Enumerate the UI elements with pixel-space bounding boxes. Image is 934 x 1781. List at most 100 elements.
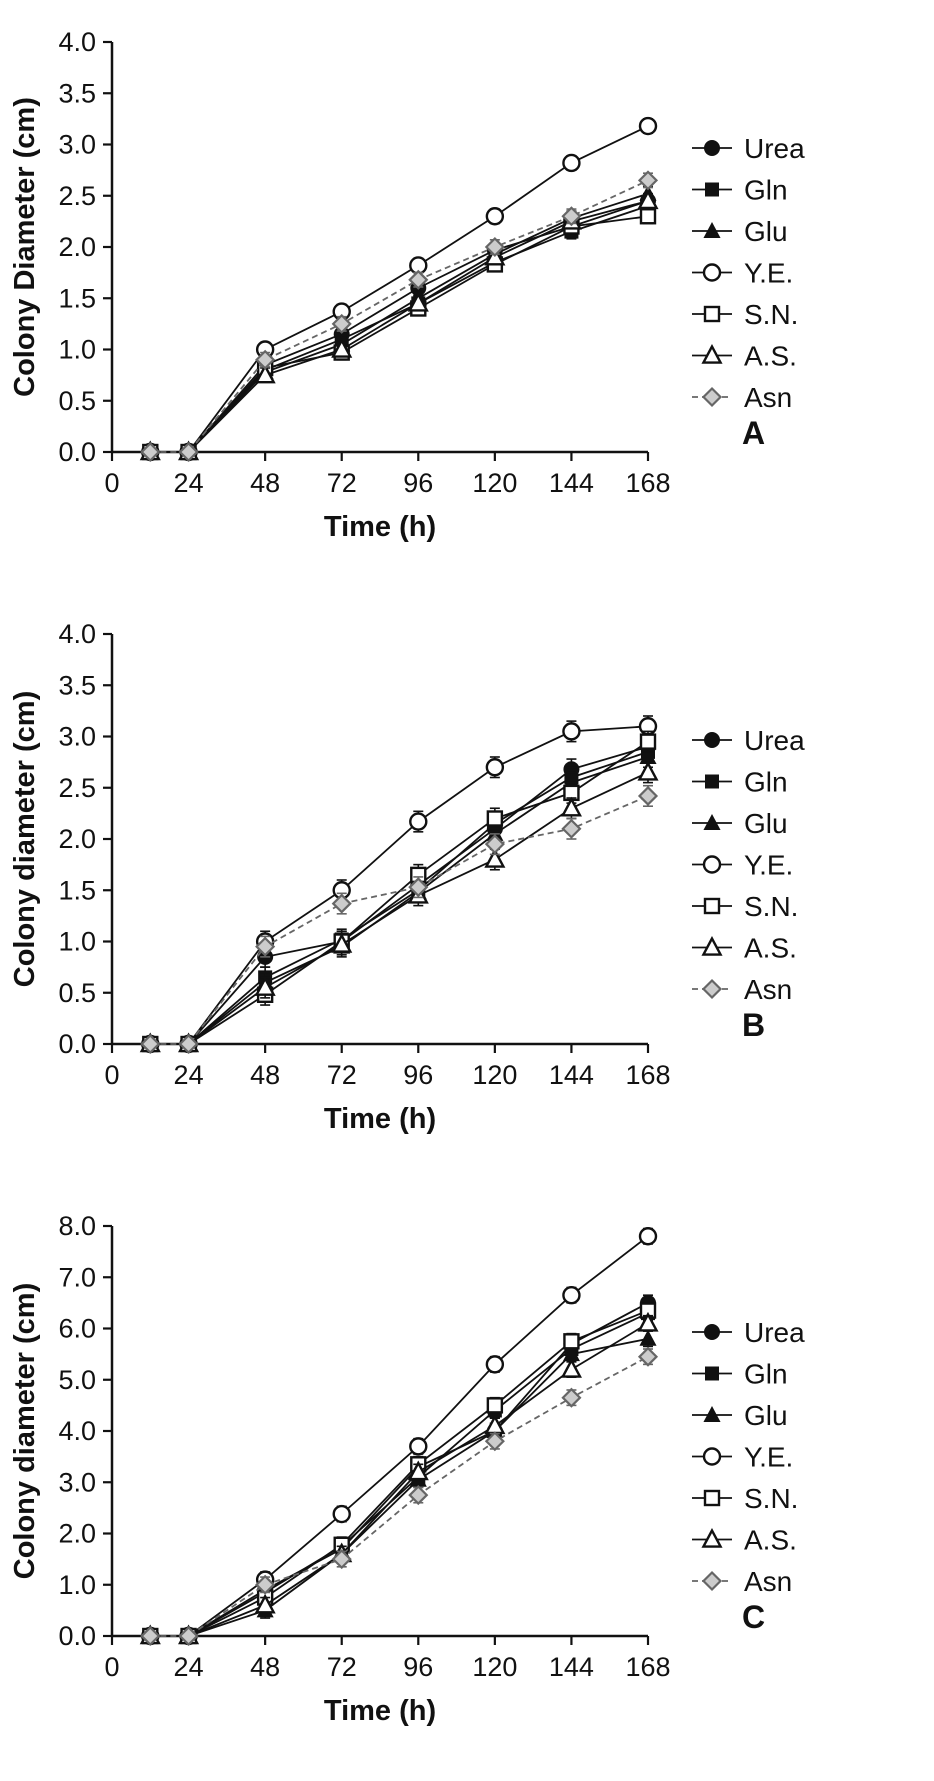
x-tick-label: 24 xyxy=(174,468,204,498)
x-tick-label: 0 xyxy=(104,1652,119,1682)
marker-square-filled xyxy=(705,182,719,197)
chart-panel-a: 0.0 0.5 1.0 1.5 2.0 2.5 3.0 3.5 4.0 0 24 48 72 96 120 1… xyxy=(0,0,934,592)
x-axis-label: Time (h) xyxy=(324,1103,436,1135)
marker-diamond-open xyxy=(408,269,429,290)
series-line xyxy=(150,795,649,1045)
legend-item-gln: Gln xyxy=(692,175,788,206)
marker-diamond-open xyxy=(331,313,352,334)
series-line xyxy=(150,1309,649,1637)
marker-diamond-open xyxy=(255,1574,276,1595)
marker-triangle-open xyxy=(637,1311,659,1332)
marker-diamond-open xyxy=(701,1570,723,1592)
y-tick-label: 3.0 xyxy=(58,722,96,752)
chart-background xyxy=(0,592,934,1184)
marker-square-filled xyxy=(705,1366,719,1381)
legend-label: Glu xyxy=(744,808,788,839)
x-tick-label: 24 xyxy=(174,1060,204,1090)
legend-item-gln: Gln xyxy=(692,767,788,798)
y-tick-label: 4.0 xyxy=(58,1416,96,1446)
marker-diamond-open xyxy=(484,1431,505,1452)
marker-triangle-open xyxy=(560,1357,582,1378)
x-tick-label: 48 xyxy=(250,1652,280,1682)
x-tick-label: 96 xyxy=(403,1060,433,1090)
y-tick-label: 3.5 xyxy=(58,78,96,108)
chart-panel-b: 0.0 0.5 1.0 1.5 2.0 2.5 3.0 3.5 4.0 0 24 48 72 96 120 1… xyxy=(0,592,934,1184)
marker-diamond-open xyxy=(561,818,582,839)
marker-square-open xyxy=(703,897,721,915)
x-tick-label: 120 xyxy=(472,1060,517,1090)
marker-diamond-open xyxy=(484,236,505,258)
legend-item-gln: Gln xyxy=(692,1359,788,1390)
y-tick-label: 2.5 xyxy=(58,181,96,211)
legend-label: Asn xyxy=(744,1566,792,1597)
axes: 0.0 0.5 1.0 1.5 2.0 2.5 3.0 3.5 4.0 0 24 48 72 96 120 1… xyxy=(58,619,670,1090)
marker-triangle-filled xyxy=(486,824,504,841)
legend-item-glu: Glu xyxy=(692,1400,788,1431)
series-line xyxy=(150,725,649,1045)
marker-triangle-open xyxy=(701,935,723,956)
legend-item-as: A.S. xyxy=(692,933,797,964)
legend-item-asn: Asn xyxy=(692,1566,792,1597)
series-line xyxy=(150,740,649,1045)
marker-diamond-open xyxy=(637,1346,659,1367)
marker-diamond-open xyxy=(408,1485,429,1506)
y-tick-label: 0.5 xyxy=(58,978,96,1008)
y-tick-label: 1.0 xyxy=(58,335,96,365)
legend-item-sn: S.N. xyxy=(692,299,798,330)
marker-circle-open xyxy=(638,116,658,136)
marker-diamond-open xyxy=(637,785,659,807)
x-tick-label: 144 xyxy=(549,1060,594,1090)
marker-diamond-open xyxy=(178,441,199,463)
marker-triangle-filled xyxy=(703,814,721,831)
legend-label: Y.E. xyxy=(744,850,793,881)
marker-circle-open xyxy=(702,855,722,874)
marker-diamond-open xyxy=(331,1549,352,1570)
series-asn xyxy=(140,784,659,1055)
legend-item-urea: Urea xyxy=(692,725,805,756)
legend-label: Asn xyxy=(744,382,792,413)
marker-triangle-filled xyxy=(703,1406,721,1423)
marker-triangle-open xyxy=(701,343,723,364)
marker-square-filled xyxy=(705,774,719,789)
marker-circle-open xyxy=(485,758,505,777)
marker-square-open xyxy=(639,208,657,225)
legend-label: Urea xyxy=(744,1317,805,1348)
chart-background xyxy=(0,0,934,592)
legend-label: Gln xyxy=(744,175,788,206)
legend-label: A.S. xyxy=(744,933,797,964)
marker-triangle-open xyxy=(560,796,582,817)
legend-label: S.N. xyxy=(744,891,798,922)
x-tick-label: 168 xyxy=(625,1652,670,1682)
marker-triangle-open xyxy=(254,976,276,996)
legend-label: Glu xyxy=(744,1400,788,1431)
x-tick-label: 48 xyxy=(250,468,280,498)
marker-circle-open xyxy=(562,1285,581,1305)
panel-letter: A xyxy=(742,415,765,451)
y-axis-label: Colony diameter (cm) xyxy=(9,691,41,988)
legend-item-as: A.S. xyxy=(692,1525,797,1556)
legend-item-as: A.S. xyxy=(692,341,797,372)
marker-triangle-filled xyxy=(639,1329,657,1346)
y-tick-label: 1.5 xyxy=(58,283,96,313)
panel-letter: C xyxy=(742,1599,765,1635)
marker-diamond-open xyxy=(331,893,352,914)
series-ye xyxy=(141,116,658,462)
y-axis-label: Colony diameter (cm) xyxy=(9,1283,41,1580)
marker-circle-filled xyxy=(704,1324,720,1340)
legend-label: A.S. xyxy=(744,341,797,372)
x-tick-label: 144 xyxy=(549,1652,594,1682)
marker-square-open xyxy=(486,1397,504,1414)
y-tick-label: 3.5 xyxy=(58,670,96,700)
series-line xyxy=(150,179,649,453)
marker-diamond-open xyxy=(484,834,505,855)
x-tick-label: 72 xyxy=(327,1060,357,1090)
y-tick-label: 5.0 xyxy=(58,1365,96,1395)
series-line xyxy=(150,745,649,1045)
marker-triangle-open xyxy=(331,933,353,953)
marker-circle-open xyxy=(485,1355,505,1374)
legend-item-glu: Glu xyxy=(692,216,788,247)
marker-circle-open xyxy=(702,1447,722,1466)
x-tick-label: 120 xyxy=(472,1652,517,1682)
x-tick-label: 0 xyxy=(104,468,119,498)
